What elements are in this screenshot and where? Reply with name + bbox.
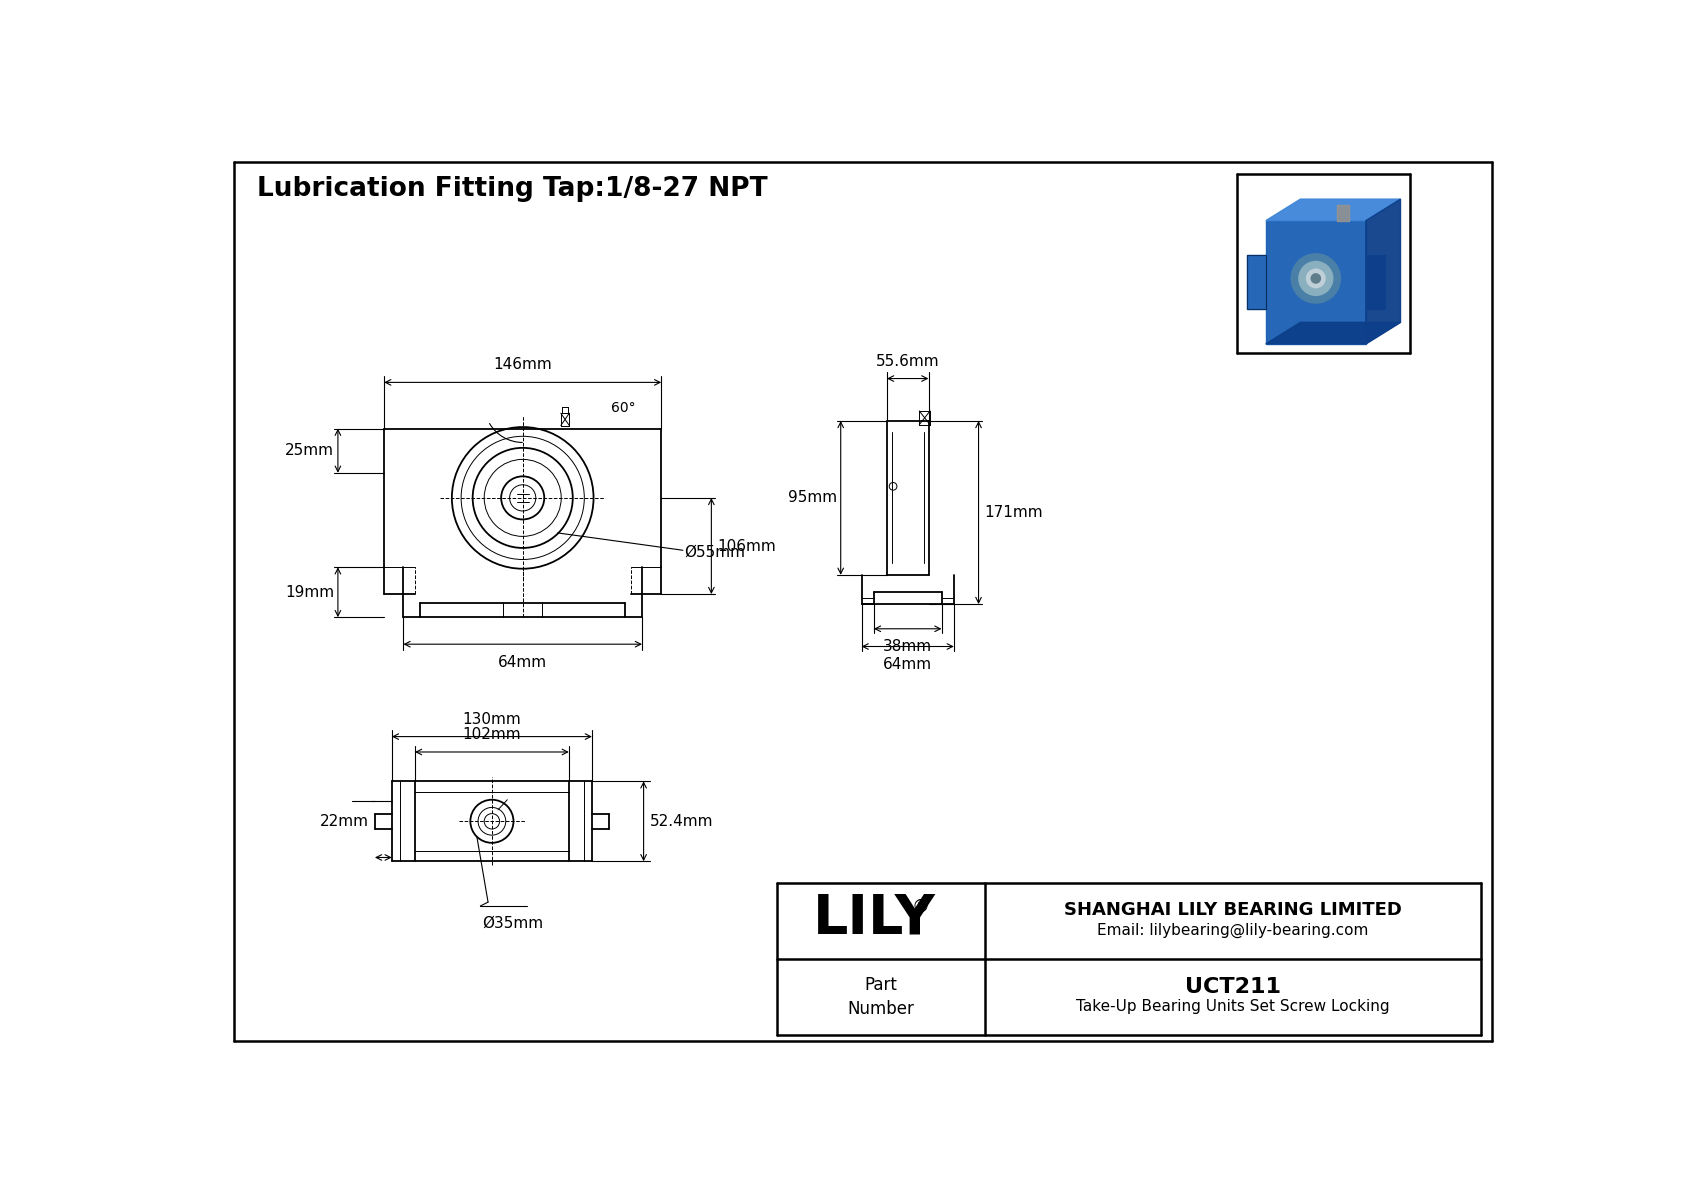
Text: 64mm: 64mm	[882, 656, 933, 672]
Circle shape	[1292, 254, 1340, 303]
Text: 25mm: 25mm	[285, 443, 333, 459]
Text: Email: lilybearing@lily-bearing.com: Email: lilybearing@lily-bearing.com	[1098, 923, 1369, 937]
Text: 60°: 60°	[611, 401, 637, 414]
Text: 171mm: 171mm	[985, 505, 1044, 520]
Text: UCT211: UCT211	[1186, 978, 1282, 997]
Text: Part
Number: Part Number	[847, 977, 914, 1018]
Polygon shape	[1366, 255, 1386, 310]
Polygon shape	[1366, 199, 1401, 344]
Text: SHANGHAI LILY BEARING LIMITED: SHANGHAI LILY BEARING LIMITED	[1064, 902, 1403, 919]
Polygon shape	[1266, 199, 1401, 220]
Text: 102mm: 102mm	[463, 727, 522, 742]
Text: Ø35mm: Ø35mm	[482, 915, 542, 930]
Text: 130mm: 130mm	[463, 711, 522, 727]
Text: LILY: LILY	[813, 892, 936, 946]
Text: ®: ®	[911, 898, 930, 916]
Circle shape	[1312, 274, 1320, 283]
Text: 55.6mm: 55.6mm	[876, 354, 940, 368]
Polygon shape	[1266, 323, 1401, 344]
Circle shape	[1307, 269, 1325, 288]
Text: Lubrication Fitting Tap:1/8-27 NPT: Lubrication Fitting Tap:1/8-27 NPT	[258, 176, 768, 202]
Text: 64mm: 64mm	[498, 655, 547, 671]
Text: 95mm: 95mm	[788, 491, 837, 505]
Polygon shape	[1266, 220, 1366, 344]
Circle shape	[1298, 262, 1332, 295]
Text: 22mm: 22mm	[320, 813, 369, 829]
Polygon shape	[1246, 255, 1266, 310]
Text: 19mm: 19mm	[285, 585, 333, 600]
Polygon shape	[1337, 205, 1349, 220]
Text: 38mm: 38mm	[882, 638, 933, 654]
Text: 106mm: 106mm	[717, 538, 776, 554]
Text: 146mm: 146mm	[493, 356, 552, 372]
Text: 52.4mm: 52.4mm	[650, 813, 714, 829]
Text: Take-Up Bearing Units Set Screw Locking: Take-Up Bearing Units Set Screw Locking	[1076, 999, 1389, 1014]
Text: Ø55mm: Ø55mm	[684, 544, 746, 560]
